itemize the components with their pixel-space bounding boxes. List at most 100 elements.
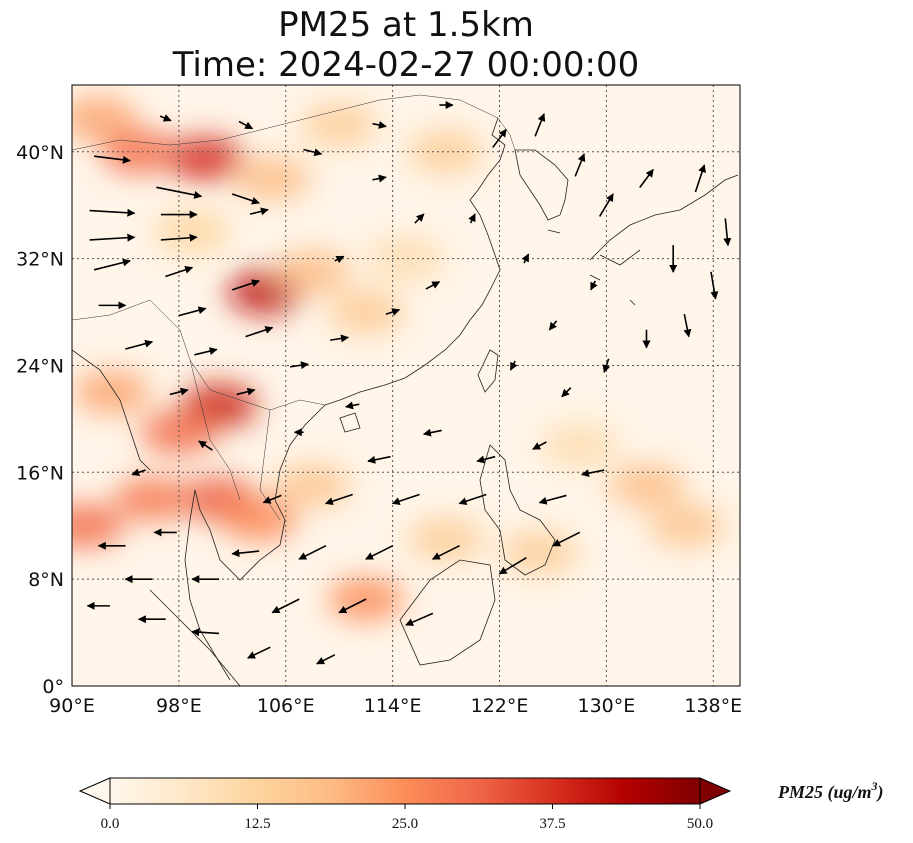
wind-vectors: [86, 101, 732, 665]
wind-arrow: [710, 271, 719, 300]
wind-arrow: [330, 334, 349, 343]
hainan-coast: [339, 412, 361, 433]
myanmar-coast: [72, 349, 151, 471]
longitude-tick-label: 138°E: [684, 695, 742, 717]
wind-arrow: [548, 320, 558, 331]
wind-arrow: [498, 557, 527, 575]
colorbar-min-extend: [78, 777, 111, 805]
latitude-tick-label: 40°N: [16, 142, 64, 164]
wind-arrow: [414, 213, 425, 224]
pm25-hotspot: [274, 249, 351, 294]
colorbar-tick-label: 25.0: [392, 816, 418, 832]
wind-arrow: [159, 114, 172, 122]
longitude-tick-label: 98°E: [156, 695, 202, 717]
wind-arrow: [247, 646, 271, 659]
map-background: [72, 85, 740, 686]
wind-arrow: [639, 168, 654, 188]
pm25-hotspot: [234, 156, 311, 201]
wind-arrow: [131, 468, 146, 477]
latitude-tick-label: 32°N: [16, 249, 64, 271]
wind-arrow: [521, 253, 530, 264]
map-panel: [72, 85, 740, 686]
wind-arrow: [271, 598, 300, 614]
wind-arrow: [538, 494, 567, 505]
wind-arrow: [365, 544, 394, 560]
colorbar-tick-label: 0.0: [101, 816, 120, 832]
wind-arrow: [372, 121, 387, 129]
wind-arrow: [231, 193, 260, 205]
wind-arrow: [425, 281, 441, 290]
wind-arrow: [236, 387, 256, 396]
pm25-hotspot: [301, 103, 378, 148]
pm25-hotspot: [327, 290, 404, 335]
wind-arrow: [492, 128, 507, 148]
colorbar-max-extend: [699, 777, 732, 805]
wind-arrow: [476, 455, 496, 464]
wind-arrow: [422, 428, 442, 437]
colorbar-tick-label: 37.5: [539, 816, 565, 832]
wind-arrow: [385, 308, 401, 316]
latitude-tick-label: 16°N: [16, 462, 64, 484]
wind-arrow: [391, 493, 420, 506]
wind-arrow: [316, 654, 336, 665]
wind-arrow: [458, 493, 487, 506]
colorbar-ticks: 0.0 12.5 25.0 37.5 50.0: [101, 804, 713, 832]
wind-arrow: [89, 208, 136, 217]
wind-arrow: [298, 544, 327, 560]
map-frame: [71, 84, 741, 687]
longitude-tick-label: 90°E: [49, 695, 95, 717]
wind-arrow: [156, 186, 203, 199]
wind-arrow: [534, 113, 546, 137]
map-title-line2: Time: 2024-02-27 00:00:00: [172, 45, 640, 85]
wind-arrow: [160, 233, 198, 242]
wind-arrow: [590, 280, 598, 291]
latitude-ticks: 0° 8°N 16°N 24°N 32°N 40°N: [16, 142, 64, 698]
pm25-hotspot: [541, 423, 618, 468]
pm25-hotspot: [72, 96, 137, 141]
japan-coast: [589, 174, 739, 266]
pm25-hotspot: [72, 503, 124, 548]
wind-arrow: [125, 339, 154, 350]
wind-arrow: [683, 313, 692, 338]
coastlines: [72, 117, 739, 686]
wind-arrow: [290, 361, 309, 370]
wind-arrow: [509, 360, 518, 371]
wind-arrow: [338, 598, 367, 614]
wind-arrow: [238, 120, 254, 130]
borneo-coast: [399, 559, 496, 666]
longitude-tick-label: 106°E: [257, 695, 315, 717]
wind-arrow: [602, 358, 611, 373]
pm25-hotspot: [274, 463, 351, 508]
pm25-hotspot: [368, 236, 444, 281]
pm25-hotspot: [140, 410, 217, 455]
korea-japan-islands: [547, 229, 636, 306]
wind-arrow: [468, 213, 476, 224]
wind-arrow: [405, 612, 434, 626]
wind-arrow: [198, 440, 213, 451]
wind-arrow: [178, 306, 207, 317]
pm25-hotspot: [408, 129, 485, 174]
pm25-hotspot: [167, 136, 244, 181]
pm25-hotspot: [74, 370, 151, 415]
map-title-line1: PM25 at 1.5km: [278, 5, 534, 45]
latitude-tick-label: 0°: [42, 676, 64, 698]
longitude-tick-label: 114°E: [364, 695, 422, 717]
wind-arrow: [431, 544, 460, 560]
wind-arrow: [552, 531, 581, 547]
wind-arrow: [231, 549, 260, 558]
wind-arrow: [245, 326, 274, 338]
pm25-hotspot: [114, 477, 191, 522]
colorbar-tick-label: 50.0: [687, 816, 713, 832]
wind-arrow: [89, 233, 136, 242]
latitude-tick-label: 24°N: [16, 355, 64, 377]
wind-arrow: [194, 347, 218, 356]
wind-arrow: [598, 193, 614, 217]
wind-arrow: [303, 148, 323, 157]
wind-arrow: [574, 153, 586, 177]
wind-arrow: [334, 255, 345, 264]
wind-arrow: [367, 455, 391, 464]
wind-arrow: [93, 258, 131, 271]
wind-arrow: [694, 164, 706, 193]
indochina-coast: [184, 404, 326, 681]
